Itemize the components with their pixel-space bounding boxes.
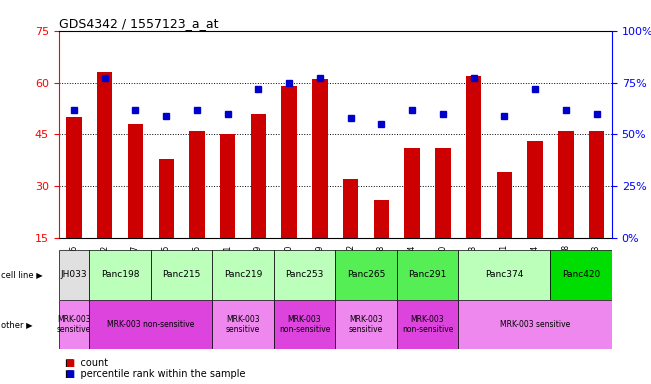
Text: Panc265: Panc265 <box>347 270 385 279</box>
Text: ■  count: ■ count <box>65 358 108 368</box>
Bar <box>335 300 396 349</box>
Text: Panc253: Panc253 <box>285 270 324 279</box>
Text: Panc420: Panc420 <box>562 270 600 279</box>
Text: ■  percentile rank within the sample: ■ percentile rank within the sample <box>65 369 245 379</box>
Bar <box>497 172 512 238</box>
Bar <box>458 300 612 349</box>
Text: MRK-003
sensitive: MRK-003 sensitive <box>226 315 260 334</box>
Text: MRK-003
sensitive: MRK-003 sensitive <box>57 315 91 334</box>
Text: MRK-003
non-sensitive: MRK-003 non-sensitive <box>279 315 330 334</box>
Bar <box>466 76 481 238</box>
Bar <box>374 200 389 238</box>
Text: Panc219: Panc219 <box>224 270 262 279</box>
Text: JH033: JH033 <box>61 270 87 279</box>
Bar <box>404 148 420 238</box>
Bar <box>212 300 274 349</box>
Bar <box>589 131 604 238</box>
Bar <box>396 250 458 300</box>
Bar <box>558 131 574 238</box>
Bar <box>274 250 335 300</box>
Bar <box>220 134 236 238</box>
Bar <box>97 72 113 238</box>
Text: cell line ▶: cell line ▶ <box>1 270 42 279</box>
Text: Panc374: Panc374 <box>485 270 523 279</box>
Text: MRK-003
sensitive: MRK-003 sensitive <box>349 315 383 334</box>
Bar <box>551 250 612 300</box>
Bar <box>59 250 89 300</box>
Text: MRK-003 sensitive: MRK-003 sensitive <box>500 320 570 329</box>
Bar <box>281 86 297 238</box>
Bar <box>458 250 551 300</box>
Bar <box>343 179 358 238</box>
Bar <box>527 141 543 238</box>
Bar <box>59 300 89 349</box>
Bar <box>396 300 458 349</box>
Bar <box>158 159 174 238</box>
Bar <box>89 300 212 349</box>
Text: other ▶: other ▶ <box>1 320 33 329</box>
Bar <box>274 300 335 349</box>
Bar <box>312 79 327 238</box>
Bar <box>335 250 396 300</box>
Text: Panc198: Panc198 <box>101 270 139 279</box>
Bar <box>189 131 204 238</box>
Bar <box>151 250 212 300</box>
Bar <box>89 250 151 300</box>
Text: Panc215: Panc215 <box>162 270 201 279</box>
Text: MRK-003
non-sensitive: MRK-003 non-sensitive <box>402 315 453 334</box>
Bar <box>435 148 450 238</box>
Text: Panc291: Panc291 <box>408 270 447 279</box>
Text: ■: ■ <box>65 358 74 368</box>
Text: MRK-003 non-sensitive: MRK-003 non-sensitive <box>107 320 195 329</box>
Text: GDS4342 / 1557123_a_at: GDS4342 / 1557123_a_at <box>59 17 218 30</box>
Bar <box>212 250 274 300</box>
Bar <box>251 114 266 238</box>
Bar <box>128 124 143 238</box>
Text: ■: ■ <box>65 369 74 379</box>
Bar <box>66 117 81 238</box>
